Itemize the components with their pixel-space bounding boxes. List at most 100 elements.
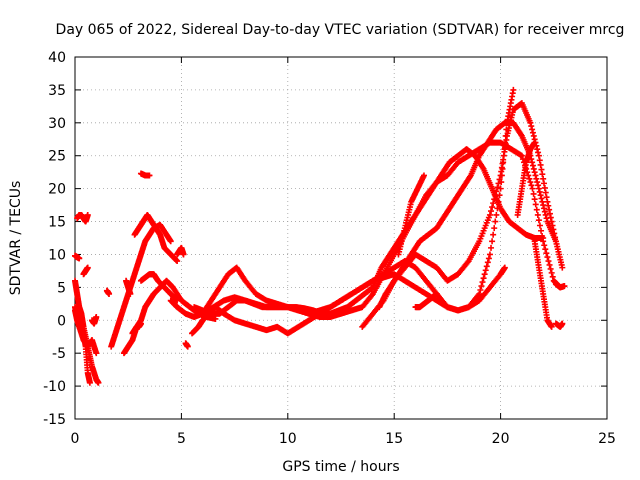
- y-tick-label: 40: [48, 50, 66, 66]
- data-point: [542, 246, 549, 253]
- data-point: [518, 152, 525, 159]
- series-t22: [359, 100, 566, 330]
- data-point: [529, 129, 536, 136]
- data-point: [541, 184, 548, 191]
- data-point: [544, 198, 551, 205]
- data-point: [531, 196, 538, 203]
- data-point: [127, 290, 134, 297]
- series-t6: [80, 264, 91, 278]
- data-point: [212, 315, 219, 322]
- y-tick-label: 25: [48, 149, 66, 165]
- x-tick-label: 0: [71, 431, 80, 447]
- data-point: [488, 208, 495, 215]
- data-point: [548, 269, 555, 276]
- series-t7: [89, 313, 100, 327]
- data-point: [534, 146, 541, 153]
- data-point: [536, 188, 543, 195]
- y-tick-label: -5: [52, 346, 66, 362]
- data-point: [481, 271, 488, 278]
- plot-frame: [74, 56, 608, 420]
- series-t27: [531, 238, 555, 330]
- data-point: [501, 264, 508, 271]
- data-point: [489, 238, 496, 245]
- series-t14: [129, 320, 144, 337]
- data-point: [482, 267, 489, 274]
- x-tick-label: 15: [385, 431, 403, 447]
- data-point: [534, 179, 541, 186]
- data-point: [536, 157, 543, 164]
- series-t21: [199, 139, 564, 320]
- data-point: [534, 211, 541, 218]
- data-point: [489, 204, 496, 211]
- data-point: [542, 189, 549, 196]
- data-point: [492, 218, 499, 225]
- data-point: [543, 250, 550, 257]
- series-t28: [552, 320, 566, 330]
- series-t19: [167, 86, 517, 320]
- data-point: [510, 86, 517, 93]
- data-point: [540, 175, 547, 182]
- data-point: [477, 286, 484, 293]
- data-point: [480, 275, 487, 282]
- x-tick-label: 20: [492, 431, 510, 447]
- data-point: [535, 217, 542, 224]
- data-point: [483, 263, 490, 270]
- series-t15: [137, 271, 181, 304]
- data-point: [476, 290, 483, 297]
- data-point: [174, 297, 181, 304]
- data-point: [543, 215, 550, 222]
- y-tick-label: 30: [48, 116, 66, 132]
- data-point: [538, 166, 545, 173]
- data-point: [530, 132, 537, 139]
- y-tick-label: -10: [43, 379, 66, 395]
- data-point: [137, 320, 144, 327]
- data-point: [539, 171, 546, 178]
- data-point: [84, 211, 91, 218]
- data-point: [535, 149, 542, 156]
- series-t17: [182, 340, 191, 350]
- data-point: [84, 264, 91, 271]
- data-point: [479, 279, 486, 286]
- data-point: [528, 182, 535, 189]
- series-t4: [72, 252, 83, 262]
- x-tick-label: 25: [598, 431, 616, 447]
- series-t13: [123, 277, 134, 297]
- data-point: [478, 283, 485, 290]
- data-point: [493, 211, 500, 218]
- data-point: [543, 194, 550, 201]
- y-tick-label: 15: [48, 215, 66, 231]
- data-point: [538, 227, 545, 234]
- x-tick-label: 5: [177, 431, 186, 447]
- data-point: [549, 273, 556, 280]
- data-point: [529, 159, 536, 166]
- data-point: [484, 259, 491, 266]
- y-tick-label: 35: [48, 83, 66, 99]
- data-point: [532, 201, 539, 208]
- data-point: [535, 152, 542, 159]
- data-point: [536, 222, 543, 229]
- data-point: [93, 313, 100, 320]
- data-point: [538, 195, 545, 202]
- data-point: [545, 258, 552, 265]
- data-point: [95, 379, 102, 386]
- series-t3: [72, 304, 93, 386]
- series-t8: [103, 287, 113, 297]
- data-point: [547, 265, 554, 272]
- data-point: [539, 233, 546, 240]
- data-point: [531, 169, 538, 176]
- y-tick-label: 20: [48, 182, 66, 198]
- data-point: [530, 165, 537, 172]
- data-point: [541, 242, 548, 249]
- data-point: [533, 175, 540, 182]
- data-point: [535, 182, 542, 189]
- y-tick-label: 10: [48, 247, 66, 263]
- data-point: [527, 179, 534, 186]
- data-point: [546, 261, 553, 268]
- data-point: [491, 225, 498, 232]
- data-point: [528, 123, 535, 130]
- data-point: [544, 254, 551, 261]
- x-tick-label: 10: [279, 431, 297, 447]
- data-point: [537, 192, 544, 199]
- data-point: [537, 161, 544, 168]
